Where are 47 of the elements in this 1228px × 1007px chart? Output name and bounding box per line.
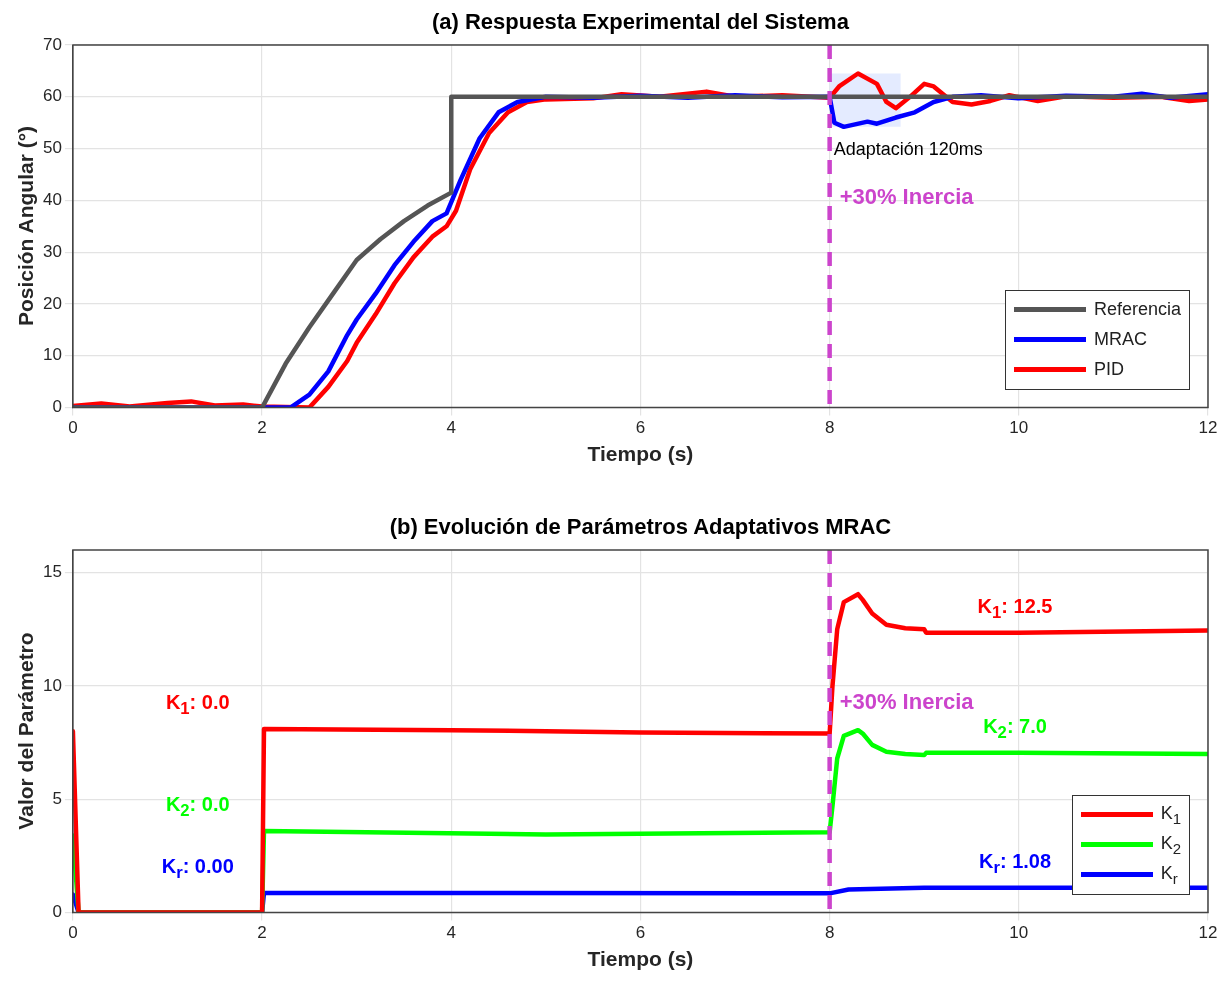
- ref-line-label: +30% Inercia: [839, 689, 974, 716]
- y-tick-label: 0: [52, 902, 62, 922]
- x-tick-label: 12: [1198, 418, 1218, 438]
- y-tick-label: 10: [42, 345, 62, 365]
- x-tick-label: 6: [635, 923, 646, 943]
- y-tick-label: 50: [42, 138, 62, 158]
- x-axis-title: Tiempo (s): [587, 946, 694, 971]
- y-tick-label: 15: [42, 562, 62, 582]
- legend-label: K$_{1}$: [1160, 802, 1181, 827]
- y-axis-title: Posición Angular (°): [14, 126, 38, 327]
- x-tick-label: 8: [824, 418, 835, 438]
- chart-title: (b) Evolución de Parámetros Adaptativos MRAC: [389, 514, 892, 540]
- x-tick-label: 8: [824, 923, 835, 943]
- ref-line-label: +30% Inercia: [839, 184, 974, 211]
- x-tick-label: 10: [1009, 923, 1029, 943]
- y-axis-title: Valor del Parámetro: [14, 632, 38, 830]
- x-tick-label: 10: [1009, 418, 1029, 438]
- x-tick-label: 0: [68, 418, 78, 438]
- x-tick-label: 4: [446, 923, 457, 943]
- y-tick-label: 30: [42, 241, 62, 261]
- x-tick-label: 0: [68, 923, 78, 943]
- chart-title: (a) Respuesta Experimental del Sistema: [431, 9, 849, 35]
- y-tick-label: 40: [42, 190, 62, 210]
- legend-label: PID: [1093, 359, 1124, 381]
- annotation: K$_{r}$: 1.08: [978, 849, 1052, 878]
- annotation: K$_{2}$: 7.0: [983, 714, 1047, 743]
- annotation: K$_{1}$: 12.5: [977, 594, 1053, 623]
- annotation: K$_{2}$: 0.0: [165, 793, 230, 821]
- legend-label: Referencia: [1093, 299, 1181, 321]
- x-tick-label: 6: [635, 418, 646, 438]
- y-tick-label: 5: [52, 788, 62, 808]
- x-tick-label: 12: [1198, 923, 1218, 943]
- x-axis-title: Tiempo (s): [587, 441, 694, 466]
- annotation: K$_{1}$: 0.0: [165, 691, 230, 720]
- annotation: K$_{r}$: 0.00: [161, 854, 234, 883]
- y-tick-label: 70: [42, 34, 62, 54]
- legend-label: MRAC: [1093, 329, 1147, 351]
- legend-label: K$_{2}$: [1160, 832, 1181, 857]
- legend-label: K$_{r}$: [1160, 862, 1178, 887]
- x-tick-label: 2: [257, 418, 267, 438]
- y-tick-label: 20: [42, 293, 62, 313]
- y-tick-label: 0: [52, 397, 62, 417]
- x-tick-label: 4: [446, 418, 457, 438]
- annotation: Adaptación 120ms: [833, 138, 983, 160]
- x-tick-label: 2: [257, 923, 267, 943]
- y-tick-label: 10: [42, 675, 62, 695]
- y-tick-label: 60: [42, 86, 62, 106]
